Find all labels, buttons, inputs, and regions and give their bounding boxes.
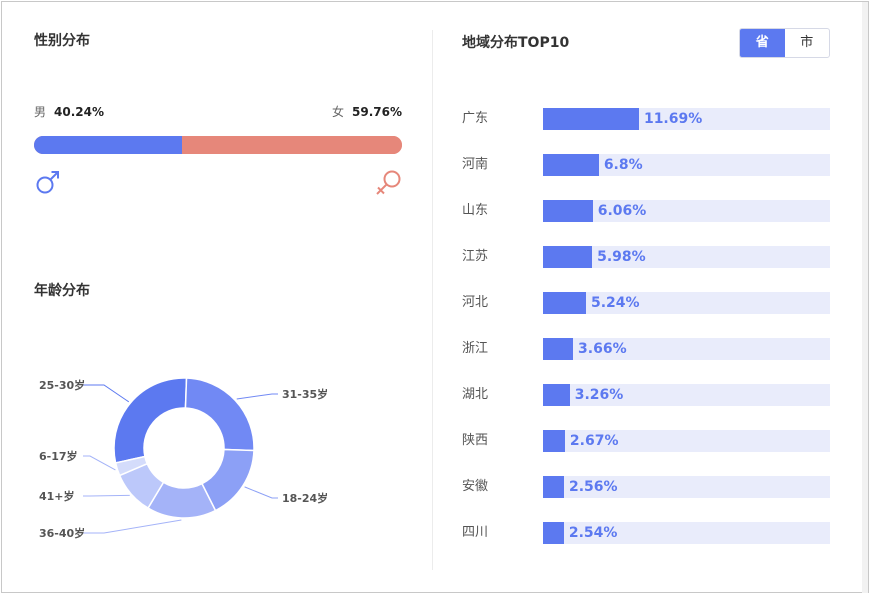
region-bar[interactable] (543, 154, 599, 176)
region-value-label: 6.8% (603, 157, 643, 173)
region-row: 安徽 2.56% (462, 476, 832, 498)
region-name: 江苏 (462, 249, 489, 264)
region-value-label: 5.24% (591, 295, 640, 311)
gender-title: 性别分布 (34, 33, 90, 49)
region-bar-track (543, 154, 830, 176)
donut-leader-line (83, 519, 182, 534)
panel-divider (432, 30, 433, 570)
region-bar-track (543, 338, 830, 360)
female-legend: 女 59.76% (332, 103, 402, 120)
male-segment (34, 136, 183, 154)
region-bar-track (543, 430, 830, 452)
donut-slice-6-17岁[interactable] (114, 455, 149, 477)
donut-label: 18-24岁 (282, 491, 328, 505)
region-row: 四川 2.54% (462, 522, 832, 544)
donut-leader-line (244, 486, 278, 499)
donut-leader-line (83, 384, 130, 403)
region-bar[interactable] (543, 338, 574, 360)
region-bar[interactable] (543, 292, 586, 314)
female-symbol-icon (376, 170, 401, 195)
region-name: 广东 (462, 111, 489, 126)
region-name: 河南 (462, 157, 489, 172)
toggle-province-button[interactable]: 省 (740, 29, 785, 57)
region-bar[interactable] (543, 476, 564, 498)
region-bar-track (543, 522, 830, 544)
age-title: 年龄分布 (34, 283, 90, 299)
region-bar[interactable] (543, 430, 565, 452)
region-name: 安徽 (462, 479, 489, 494)
region-value-label: 2.67% (569, 433, 619, 449)
region-value-label: 2.54% (568, 525, 618, 541)
region-value-label: 6.06% (597, 203, 647, 219)
region-bar-track (543, 292, 830, 314)
region-name: 河北 (462, 295, 489, 310)
region-name: 湖北 (462, 387, 489, 402)
region-row: 河南 6.8% (462, 154, 832, 176)
region-bar-track (543, 200, 830, 222)
female-segment (182, 136, 402, 154)
region-bar-track (543, 384, 830, 406)
region-value-label: 5.98% (597, 249, 646, 265)
age-donut-chart: 25-30岁 31-35岁 18-24岁 36-40岁 41+岁 6-17岁 (39, 377, 328, 540)
region-value-label: 2.56% (569, 479, 618, 495)
donut-label: 25-30岁 (39, 378, 85, 392)
region-bar-track (543, 246, 830, 268)
region-row: 江苏 5.98% (462, 246, 832, 268)
region-level-toggle[interactable]: 省 市 (739, 28, 830, 58)
donut-label: 6-17岁 (39, 449, 78, 463)
gender-ratio-bar (34, 136, 402, 154)
region-bar[interactable] (543, 522, 564, 544)
female-label: 女 (332, 105, 345, 119)
donut-slice-25-30岁[interactable] (113, 377, 188, 464)
region-bar-track (543, 108, 830, 130)
donut-leader-line (83, 455, 116, 471)
region-row: 陕西 2.67% (462, 430, 832, 452)
region-value-label: 3.66% (578, 341, 627, 357)
donut-leader-line (236, 393, 278, 400)
male-symbol-icon (36, 171, 59, 194)
toggle-city-button[interactable]: 市 (800, 35, 814, 50)
region-name: 浙江 (462, 341, 489, 356)
scrollbar[interactable] (862, 2, 868, 593)
region-value-label: 3.26% (574, 387, 624, 403)
region-bar[interactable] (543, 200, 593, 222)
region-row: 河北 5.24% (462, 292, 832, 314)
region-name: 山东 (462, 203, 489, 218)
region-row: 广东 11.69% (462, 108, 832, 130)
donut-label: 31-35岁 (282, 387, 328, 401)
donut-leader-line (83, 494, 130, 497)
donut-label: 41+岁 (39, 489, 75, 503)
region-bar-track (543, 476, 830, 498)
male-label: 男 (34, 105, 47, 119)
region-value-label: 11.69% (643, 111, 703, 127)
region-bar[interactable] (543, 108, 639, 130)
female-percent: 59.76% (352, 105, 402, 119)
donut-label: 36-40岁 (39, 526, 85, 540)
region-name: 四川 (462, 525, 489, 540)
male-legend: 男 40.24% (34, 103, 104, 120)
region-name: 陕西 (462, 433, 489, 448)
region-row: 浙江 3.66% (462, 338, 832, 360)
region-row: 山东 6.06% (462, 200, 832, 222)
region-bar[interactable] (543, 384, 570, 406)
donut-slice-31-35岁[interactable] (184, 377, 255, 452)
male-percent: 40.24% (54, 105, 104, 119)
region-bar[interactable] (543, 246, 593, 268)
region-title: 地域分布TOP10 (462, 35, 570, 51)
region-row: 湖北 3.26% (462, 384, 832, 406)
